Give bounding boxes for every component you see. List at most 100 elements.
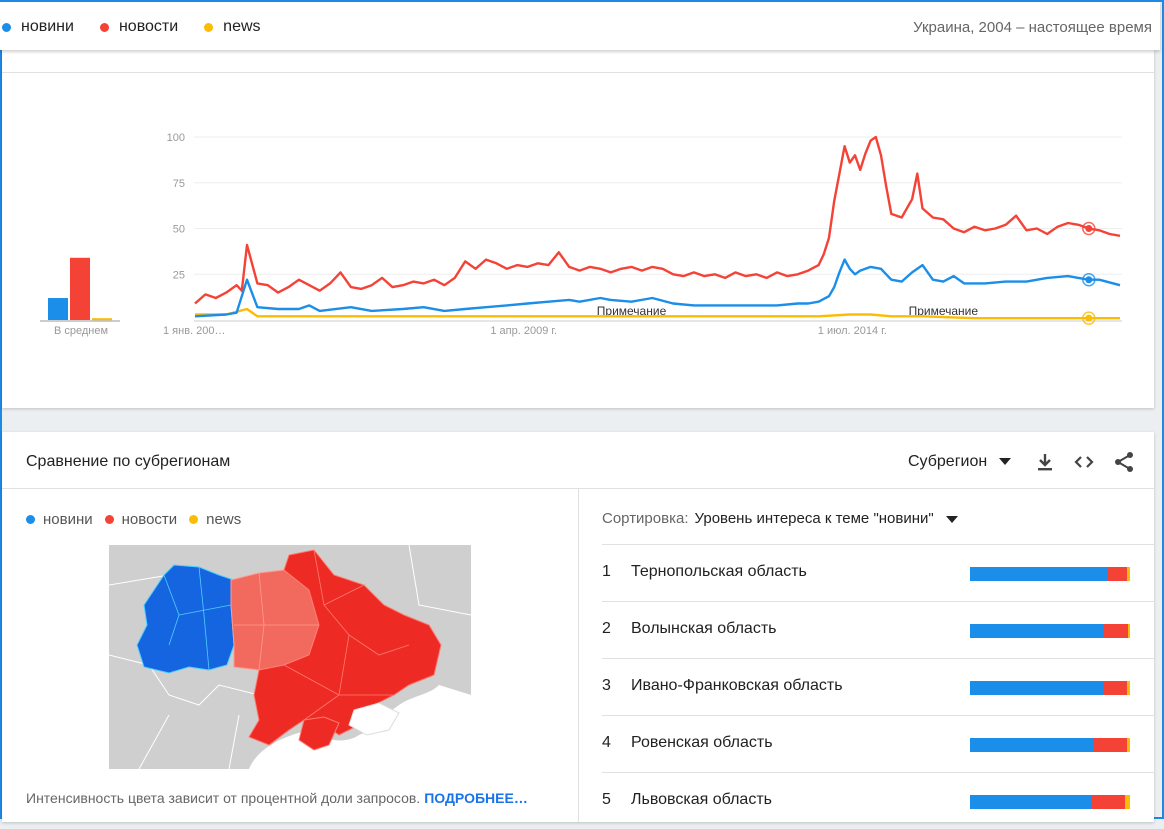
share-segment-news <box>1126 681 1130 695</box>
divider <box>2 72 1154 73</box>
average-bar <box>70 257 90 320</box>
map-footnote: Интенсивность цвета зависит от процентно… <box>26 790 528 806</box>
y-tick-label: 100 <box>167 132 185 144</box>
series-end-marker <box>1085 314 1093 322</box>
embed-code-icon[interactable] <box>1072 450 1096 474</box>
list-item[interactable]: 3 Ивано-Франковская область <box>602 658 1154 715</box>
legend-label: новости <box>121 511 178 528</box>
share-segment-novyny <box>970 738 1094 752</box>
rank-number: 2 <box>602 620 611 637</box>
subregion-name: Ровенская область <box>631 734 773 751</box>
interest-chart[interactable]: 100 75 50 25 1 янв. 200… 1 апр. 2009 г. 1 июл.… <box>2 50 1154 408</box>
average-bar <box>92 318 112 321</box>
legend-label: новости <box>118 18 179 35</box>
share-segment-novosti <box>1093 738 1127 752</box>
annotation-label: Примечание <box>597 304 667 318</box>
subregion-name: Волынская область <box>631 620 777 637</box>
share-segment-novyny <box>970 624 1105 638</box>
share-segment-news <box>1125 795 1130 809</box>
series-line-news <box>195 307 1120 320</box>
average-label: В среднем <box>54 325 108 337</box>
sort-control: Сортировка: Уровень интереса к теме "нови… <box>602 510 958 527</box>
share-segment-news <box>1126 567 1130 581</box>
dot-icon <box>204 22 214 32</box>
share-segment-novyny <box>970 567 1108 581</box>
granularity-dropdown[interactable]: Субрегион <box>908 453 1012 471</box>
dot-icon <box>99 22 109 32</box>
map-region-west <box>136 564 235 674</box>
series-line-novosti <box>194 135 1121 305</box>
series-end-marker-ring <box>1082 221 1096 236</box>
legend-item-novyny[interactable]: новини <box>2 18 74 36</box>
interest-share-bar <box>970 738 1130 752</box>
legend-label: новини <box>43 511 93 528</box>
average-bar <box>48 298 68 320</box>
interest-share-bar <box>970 795 1130 809</box>
y-tick-label: 25 <box>173 269 185 281</box>
chevron-down-icon <box>945 515 958 523</box>
divider <box>2 488 1154 489</box>
card-title: Сравнение по субрегионам <box>26 453 231 470</box>
terms-legend: новини новости news <box>2 18 287 36</box>
subregion-card: Сравнение по субрегионам Субрегион новин… <box>2 432 1154 822</box>
legend-label: новини <box>21 18 74 35</box>
share-icon[interactable] <box>1112 450 1136 474</box>
x-tick-label: 1 апр. 2009 г. <box>490 325 557 337</box>
legend-label: news <box>206 511 242 528</box>
list-item[interactable]: 2 Волынская область <box>602 601 1154 658</box>
interest-share-bar <box>970 681 1130 695</box>
legend-item-news[interactable]: news <box>204 18 261 36</box>
subregion-name: Ивано-Франковская область <box>631 677 843 694</box>
series-end-marker-ring <box>1082 272 1096 287</box>
subregion-name: Львовская область <box>631 791 772 808</box>
region-period-label: Украина, 2004 – настоящее время <box>913 19 1152 36</box>
map-legend: новини новости news <box>26 511 253 528</box>
share-segment-novosti <box>1104 624 1129 638</box>
sort-dropdown[interactable]: Уровень интереса к теме "новини" <box>695 510 958 527</box>
interest-share-bar <box>970 624 1130 638</box>
list-item[interactable]: 4 Ровенская область <box>602 715 1154 772</box>
legend-item-news: news <box>189 511 241 528</box>
series-end-marker <box>1085 276 1093 284</box>
footnote-text: Интенсивность цвета зависит от процентно… <box>26 790 421 806</box>
series-end-marker-ring <box>1082 311 1096 325</box>
sort-value: Уровень интереса к теме "новини" <box>694 510 934 527</box>
learn-more-link[interactable]: ПОДРОБНЕЕ… <box>424 790 528 806</box>
dot-icon <box>2 22 11 32</box>
x-tick-label: 1 янв. 200… <box>163 325 226 337</box>
y-tick-label: 50 <box>173 224 185 236</box>
share-segment-novyny <box>970 681 1103 695</box>
rank-number: 5 <box>602 791 611 808</box>
legend-item-novyny: новини <box>26 511 93 528</box>
legend-label: news <box>223 18 261 35</box>
terms-header: новини новости news Украина, 2004 – наст… <box>0 2 1160 50</box>
rank-number: 1 <box>602 563 611 580</box>
list-item[interactable]: 1 Тернопольская область <box>602 544 1154 601</box>
rank-number: 4 <box>602 734 611 751</box>
dot-icon <box>26 515 35 524</box>
y-tick-label: 75 <box>173 178 185 190</box>
series-line-novyny <box>194 258 1121 318</box>
legend-item-novosti[interactable]: новости <box>99 18 179 36</box>
series-end-marker <box>1085 225 1093 232</box>
granularity-label: Субрегион <box>908 453 988 470</box>
ukraine-subregion-map[interactable] <box>109 545 471 769</box>
interest-over-time-card: 100 75 50 25 1 янв. 200… 1 апр. 2009 г. 1 июл.… <box>2 50 1154 408</box>
share-segment-news <box>1126 738 1130 752</box>
annotation-label: Примечание <box>909 304 979 318</box>
rank-number: 3 <box>602 677 611 694</box>
download-icon[interactable] <box>1033 450 1057 474</box>
divider <box>578 489 579 822</box>
sort-label: Сортировка: <box>602 510 689 527</box>
share-segment-novyny <box>970 795 1092 809</box>
dot-icon <box>104 515 114 524</box>
x-tick-label: 1 июл. 2014 г. <box>818 325 887 337</box>
legend-item-novosti: новости <box>104 511 178 528</box>
list-item[interactable]: 5 Львовская область <box>602 772 1154 829</box>
share-segment-novosti <box>1107 567 1127 581</box>
dot-icon <box>189 515 199 524</box>
interest-share-bar <box>970 567 1130 581</box>
share-segment-novosti <box>1091 795 1126 809</box>
chevron-down-icon <box>999 458 1012 466</box>
share-segment-news <box>1128 624 1130 638</box>
